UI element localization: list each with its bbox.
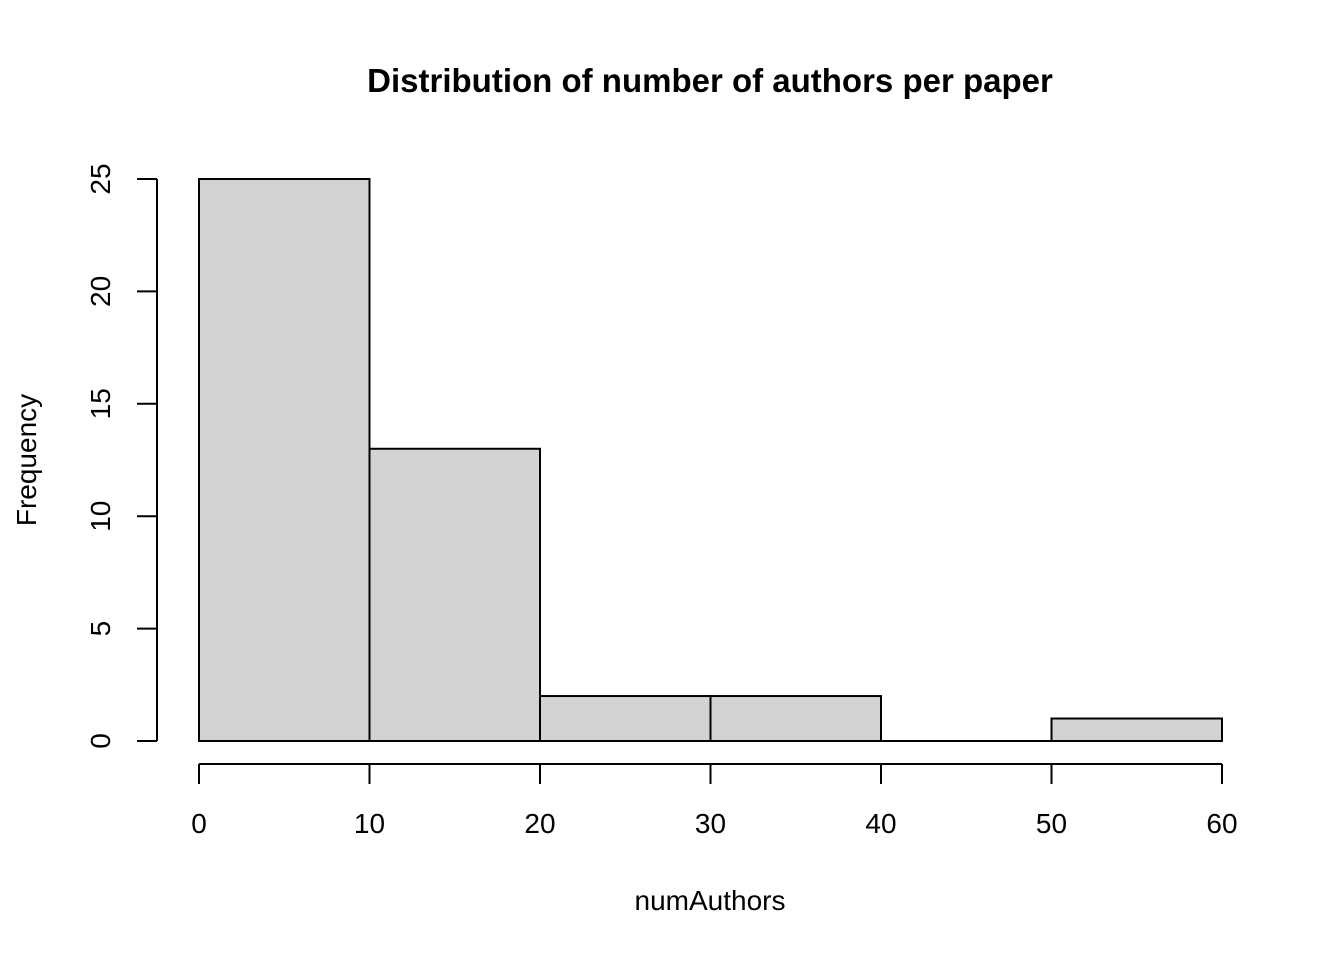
histogram-bar-5	[1050, 717, 1223, 743]
y-tick-label: 25	[85, 163, 116, 194]
histogram-bar-2	[539, 695, 712, 742]
histogram-bar-3	[709, 695, 882, 742]
x-tick-label: 40	[865, 808, 896, 839]
y-tick-label: 20	[85, 276, 116, 307]
histogram-bar-0	[198, 178, 371, 742]
y-axis: 0 5 10 15 20 25	[85, 163, 158, 749]
x-tick-label: 10	[354, 808, 385, 839]
y-tick-label: 5	[85, 621, 116, 637]
y-tick-label: 15	[85, 388, 116, 419]
x-tick-label: 0	[191, 808, 207, 839]
bars-group	[198, 178, 1223, 743]
x-tick-label: 50	[1036, 808, 1067, 839]
y-tick-label: 10	[85, 501, 116, 532]
histogram-bar-1	[368, 447, 541, 742]
x-tick-label: 20	[524, 808, 555, 839]
x-tick-label: 60	[1206, 808, 1237, 839]
y-tick-label: 0	[85, 733, 116, 749]
x-tick-label: 30	[695, 808, 726, 839]
chart-title: Distribution of number of authors per pa…	[367, 62, 1053, 99]
y-axis-label: Frequency	[11, 394, 42, 526]
x-axis-label: numAuthors	[635, 885, 786, 916]
x-axis: 0 10 20 30 40 50 60	[191, 763, 1238, 839]
